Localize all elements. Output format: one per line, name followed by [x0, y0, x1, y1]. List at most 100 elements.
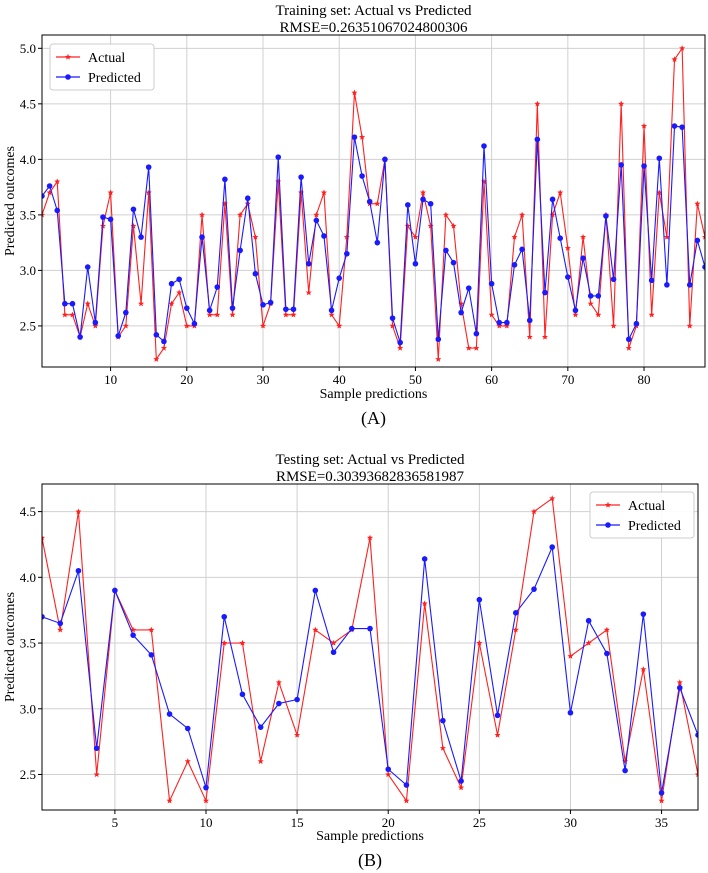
point-predicted [92, 319, 99, 326]
point-predicted [694, 237, 701, 244]
point-actual [519, 211, 526, 218]
point-actual [572, 311, 579, 318]
point-actual [237, 211, 244, 218]
point-predicted [275, 154, 282, 160]
point-actual [160, 344, 167, 351]
point-actual [214, 311, 221, 318]
point-actual [494, 731, 501, 738]
point-predicted [572, 307, 579, 314]
point-predicted [610, 276, 617, 283]
point-predicted [443, 247, 449, 254]
chart-title: Training set: Actual vs Predicted [275, 3, 472, 19]
point-predicted [330, 649, 337, 656]
point-predicted [267, 299, 274, 306]
point-predicted [276, 700, 282, 707]
point-predicted [382, 156, 388, 163]
point-actual [488, 311, 495, 318]
point-actual [198, 211, 206, 218]
point-actual [336, 322, 343, 329]
x-tick-label: 15 [291, 815, 304, 830]
point-actual [530, 508, 538, 515]
point-actual [625, 344, 632, 351]
point-predicted [294, 696, 300, 703]
point-predicted [633, 320, 640, 327]
y-tick-label: 4.5 [20, 96, 36, 111]
x-tick-label: 30 [564, 815, 577, 830]
point-predicted [385, 766, 392, 773]
point-predicted [374, 239, 381, 246]
series-line-actual [42, 497, 698, 803]
legend-label-predicted: Predicted [88, 71, 141, 86]
point-actual [496, 322, 503, 329]
point-predicted [587, 293, 594, 299]
point-actual [298, 189, 305, 196]
x-axis-label: Sample predictions [316, 829, 424, 844]
y-tick-label: 4.5 [20, 504, 36, 519]
y-tick-label: 3.0 [20, 701, 36, 716]
y-tick-label: 2.5 [20, 767, 36, 782]
point-actual [42, 534, 46, 541]
point-predicted [69, 300, 76, 307]
point-actual [403, 797, 410, 804]
point-predicted [130, 632, 136, 638]
point-predicted [62, 300, 68, 307]
plot-area [42, 495, 698, 804]
point-predicted [336, 275, 343, 281]
x-tick-label: 50 [409, 372, 422, 387]
point-predicted [321, 233, 327, 239]
point-actual [595, 311, 602, 318]
y-tick-label: 3.5 [20, 636, 36, 651]
point-predicted [473, 330, 480, 337]
point-actual [439, 745, 446, 751]
point-actual [671, 56, 678, 63]
point-actual [138, 300, 145, 307]
y-tick-label: 3.0 [20, 263, 36, 278]
point-actual [84, 300, 91, 307]
point-predicted [397, 339, 403, 346]
x-tick-label: 35 [655, 815, 668, 830]
point-actual [389, 322, 396, 329]
point-actual [679, 45, 686, 51]
legend-box [589, 491, 695, 539]
point-predicted [465, 285, 472, 291]
point-actual [622, 758, 629, 764]
panel-label: (B) [358, 850, 382, 871]
point-actual [541, 333, 549, 340]
point-predicted [176, 276, 182, 283]
point-predicted [595, 293, 602, 299]
point-actual [305, 289, 312, 296]
point-predicted [312, 587, 319, 594]
legend-label-actual: Actual [628, 499, 665, 514]
point-predicted [549, 544, 556, 550]
x-tick-label: 80 [638, 372, 651, 387]
point-actual [610, 322, 617, 329]
point-predicted [440, 717, 446, 724]
legend: Actual Predicted [49, 43, 155, 91]
axes-frame [41, 483, 699, 811]
point-actual [476, 639, 483, 646]
point-actual [221, 200, 228, 207]
point-actual [421, 600, 428, 607]
y-tick-label: 4.0 [20, 570, 36, 585]
point-predicted [458, 778, 464, 784]
point-actual [153, 356, 160, 362]
legend-box [49, 43, 155, 91]
point-predicted [203, 784, 209, 791]
point-predicted [184, 725, 191, 732]
point-actual [404, 222, 411, 229]
point-actual [458, 784, 465, 791]
legend-marker-star [604, 501, 612, 508]
point-predicted [519, 246, 525, 253]
x-tick-label: 70 [561, 372, 574, 387]
point-predicted [283, 306, 289, 313]
point-actual [54, 178, 61, 185]
point-predicted [214, 284, 221, 290]
point-actual [549, 211, 556, 218]
point-predicted [366, 198, 373, 205]
point-actual [526, 333, 533, 340]
point-actual [663, 233, 670, 240]
legend-marker-circle [605, 522, 611, 528]
point-predicted [100, 214, 106, 220]
y-axis-label: Predicted outcomes [3, 146, 18, 256]
chart-testing: 5 10 15 20 25 30 35 2.5 3.0 3.5 4.0 4.5 Testing set:… [3, 452, 699, 871]
